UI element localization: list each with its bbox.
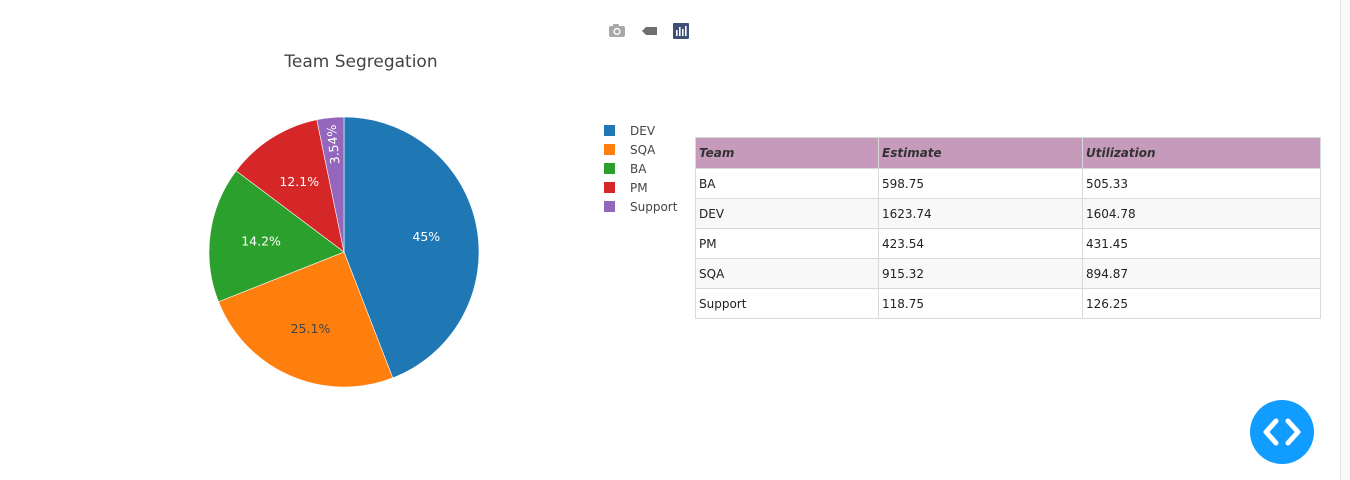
slice-percent-label: 25.1% (291, 321, 331, 336)
pie-slices: 45% 25.1% 14.2% 12.1% 3.54% (208, 116, 480, 388)
table-cell: 431.45 (1082, 228, 1321, 259)
table-header-row: Team Estimate Utilization (695, 137, 1321, 169)
column-header: Utilization (1082, 137, 1321, 169)
table-cell: 894.87 (1082, 258, 1321, 289)
table-cell: 915.32 (878, 258, 1083, 289)
column-header: Team (695, 137, 879, 169)
legend-label[interactable]: Support (630, 200, 678, 214)
table-cell: 598.75 (878, 168, 1083, 199)
table-row: Support 118.75 126.25 (695, 288, 1321, 319)
table-cell: SQA (695, 258, 879, 289)
plotly-logo-icon[interactable] (670, 20, 692, 42)
legend-label[interactable]: DEV (630, 124, 656, 138)
slice-percent-label: 3.54% (324, 124, 343, 165)
code-toggle-button[interactable] (1250, 400, 1314, 464)
slice-percent-label: 12.1% (279, 174, 319, 189)
pie-slice-pm[interactable] (235, 119, 345, 253)
table-cell: BA (695, 168, 879, 199)
pie-slice-ba[interactable] (208, 170, 345, 303)
table-cell: 118.75 (878, 288, 1083, 319)
table-row: SQA 915.32 894.87 (695, 258, 1321, 289)
legend-label[interactable]: SQA (630, 143, 656, 157)
chart-legend: DEV SQA BA PM Support (604, 124, 678, 214)
pie-slice-dev[interactable] (343, 116, 480, 379)
table-cell: PM (695, 228, 879, 259)
table-row: BA 598.75 505.33 (695, 168, 1321, 199)
legend-swatch[interactable] (604, 182, 615, 193)
column-header: Estimate (878, 137, 1083, 169)
table-cell: 423.54 (878, 228, 1083, 259)
legend-swatch[interactable] (604, 144, 615, 155)
pie-slice-support[interactable] (316, 116, 345, 253)
table-row: PM 423.54 431.45 (695, 228, 1321, 259)
legend-label[interactable]: BA (630, 162, 647, 176)
slice-percent-label: 45% (412, 229, 440, 244)
table-cell: 1604.78 (1082, 198, 1321, 229)
slice-percent-label: 14.2% (241, 233, 281, 248)
camera-icon[interactable] (606, 20, 628, 42)
table-cell: 126.25 (1082, 288, 1321, 319)
pie-slice-sqa[interactable] (218, 251, 394, 388)
table-cell: Support (695, 288, 879, 319)
table-cell: 505.33 (1082, 168, 1321, 199)
legend-swatch[interactable] (604, 201, 615, 212)
code-brackets-icon (1263, 418, 1301, 446)
legend-swatch[interactable] (604, 125, 615, 136)
team-table: Team Estimate Utilization BA 598.75 505.… (695, 137, 1321, 319)
legend-label[interactable]: PM (630, 181, 648, 195)
table-cell: 1623.74 (878, 198, 1083, 229)
table-cell: DEV (695, 198, 879, 229)
legend-swatch[interactable] (604, 163, 615, 174)
chart-title: Team Segregation (283, 52, 437, 72)
scrollbar-track[interactable] (1340, 0, 1350, 480)
tag-icon[interactable] (638, 20, 660, 42)
pie-chart: Team Segregation 45% 25.1% 14.2% 12.1% 3.54%… (208, 52, 678, 388)
table-row: DEV 1623.74 1604.78 (695, 198, 1321, 229)
